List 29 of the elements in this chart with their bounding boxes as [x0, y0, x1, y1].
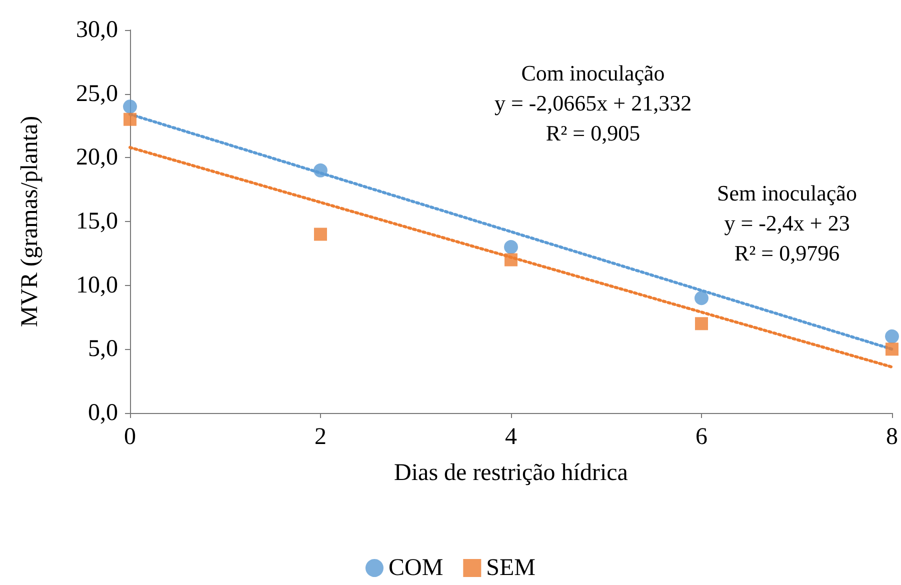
x-tick-label: 0: [124, 424, 136, 450]
x-tick-label: 6: [696, 424, 708, 450]
y-tick-label: 30,0: [76, 17, 118, 43]
x-tick-label: 8: [886, 424, 898, 450]
y-tick-label: 10,0: [76, 272, 118, 298]
point: [885, 329, 899, 344]
y-tick-label: 15,0: [76, 208, 118, 234]
x-axis-title: Dias de restrição hídrica: [394, 460, 628, 486]
point: [695, 317, 708, 330]
x-tick-label: 4: [505, 424, 517, 450]
point: [314, 228, 327, 241]
point: [504, 253, 518, 266]
legend-label: COM: [388, 555, 444, 581]
point: [123, 100, 137, 114]
annotation: Com inoculação y = -2,0665x + 21,332 R² = 0,905: [494, 60, 692, 146]
point: [314, 163, 328, 178]
y-axis-title: MVR (gramas/planta): [17, 116, 43, 328]
y-tick-label: 20,0: [76, 144, 118, 171]
annotation: Sem inoculação y = -2,4x + 23 R² = 0,9796: [717, 180, 857, 266]
point: [504, 240, 518, 254]
legend-label: SEM: [486, 555, 536, 581]
point: [886, 342, 898, 356]
point: [694, 291, 708, 306]
x-tick-label: 2: [314, 424, 326, 450]
y-tick-label: 0,0: [88, 400, 118, 426]
y-tick-label: 25,0: [76, 80, 118, 107]
point: [124, 112, 136, 126]
line-series: [128, 146, 894, 369]
y-tick-label: 5,0: [88, 336, 118, 362]
